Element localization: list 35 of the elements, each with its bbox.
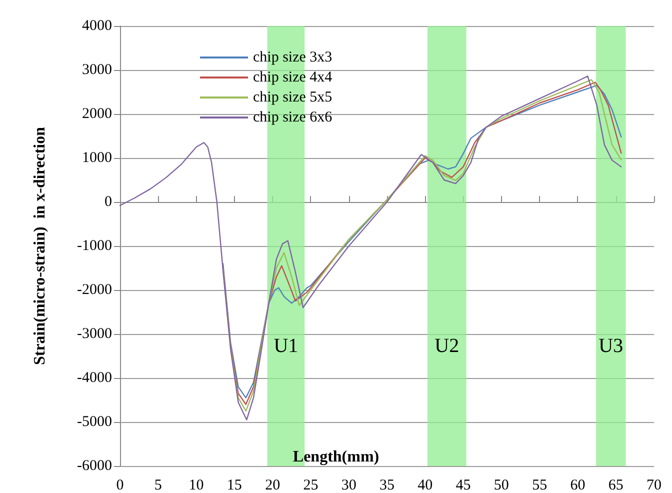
x-tick-label: 5 bbox=[154, 478, 162, 493]
x-axis-title: Length(mm) bbox=[292, 448, 380, 466]
y-tick-label: -5000 bbox=[77, 414, 112, 430]
x-tick-label: 70 bbox=[646, 478, 662, 493]
x-tick-label: 45 bbox=[456, 478, 471, 493]
y-tick-label: 2000 bbox=[82, 106, 112, 122]
y-tick-label: 1000 bbox=[82, 150, 112, 166]
x-tick-label: 20 bbox=[265, 478, 280, 493]
x-tick-label: 50 bbox=[494, 478, 509, 493]
y-tick-label: 4000 bbox=[82, 18, 112, 34]
y-tick-label: -2000 bbox=[77, 282, 112, 298]
x-tick-label: 0 bbox=[116, 478, 124, 493]
x-tick-label: 10 bbox=[188, 478, 204, 493]
x-tick-label: 60 bbox=[570, 478, 586, 493]
x-tick-label: 55 bbox=[532, 478, 548, 493]
band-label: U1 bbox=[274, 335, 298, 357]
legend-label: chip size 4x4 bbox=[253, 70, 333, 86]
y-tick-label: -1000 bbox=[77, 238, 112, 254]
y-tick-label: 3000 bbox=[82, 62, 112, 78]
x-tick-label: 15 bbox=[226, 478, 242, 493]
x-tick-label: 40 bbox=[418, 478, 433, 493]
legend-label: chip size 3x3 bbox=[253, 50, 332, 66]
y-tick-label: -6000 bbox=[77, 458, 112, 474]
band-label: U2 bbox=[434, 335, 460, 357]
y-tick-label: 0 bbox=[104, 194, 112, 210]
x-tick-label: 25 bbox=[303, 478, 318, 493]
x-tick-label: 30 bbox=[341, 478, 356, 493]
y-axis-title: Strain(micro-strain) in x-direction bbox=[32, 126, 48, 366]
legend-label: chip size 5x5 bbox=[253, 90, 332, 106]
y-tick-label: -3000 bbox=[77, 326, 112, 342]
legend-label: chip size 6x6 bbox=[253, 110, 333, 126]
x-tick-label: 65 bbox=[608, 478, 624, 493]
x-tick-label: 35 bbox=[380, 478, 394, 493]
band-label: U3 bbox=[598, 335, 624, 357]
y-tick-label: -4000 bbox=[77, 370, 112, 386]
